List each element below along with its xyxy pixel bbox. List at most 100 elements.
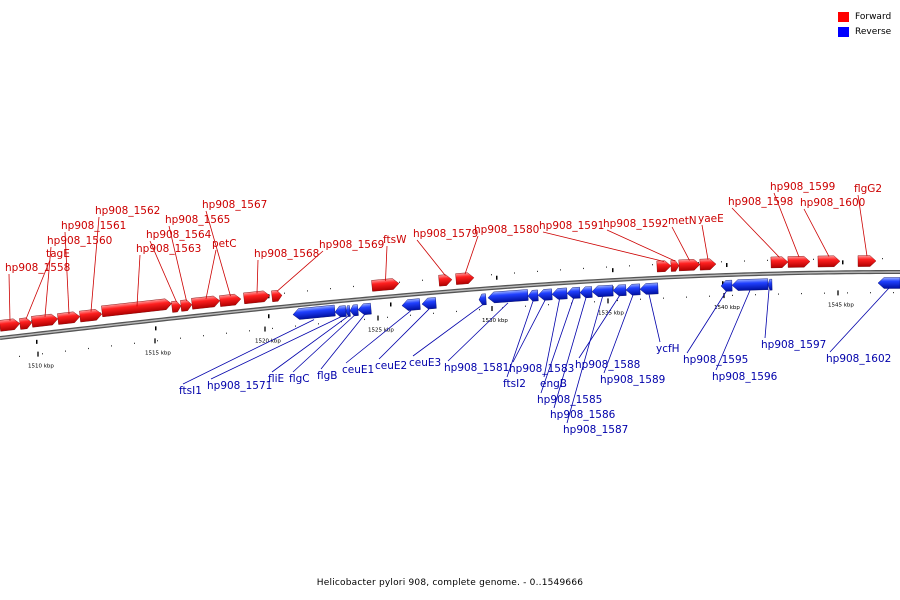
gene-label-hp908_1586: hp908_1586 bbox=[550, 409, 616, 421]
gene-label-hp908_1567: hp908_1567 bbox=[202, 199, 267, 211]
gene-arrow-hp908_1568[interactable] bbox=[243, 290, 271, 305]
minor-tick bbox=[226, 332, 227, 334]
gene-arrow-hp908_1561[interactable] bbox=[57, 311, 81, 325]
minor-tick bbox=[778, 293, 779, 295]
reverse-swatch bbox=[838, 26, 849, 37]
gene-label-hp908_1595: hp908_1595 bbox=[683, 354, 748, 366]
gene-arrow-ceue1[interactable] bbox=[401, 298, 421, 312]
gene-leader-line bbox=[256, 259, 259, 294]
gene-arrow-ftsi2[interactable] bbox=[527, 289, 539, 302]
scale-tick-label: 1540 kbp bbox=[714, 305, 740, 311]
gene-label-ceue3: ceuE3 bbox=[409, 357, 441, 369]
minor-tick bbox=[203, 335, 204, 337]
major-tick bbox=[612, 268, 614, 273]
minor-tick bbox=[732, 294, 733, 297]
gene-arrow-hp908_1581[interactable] bbox=[487, 289, 529, 304]
gene-arrow-petc[interactable] bbox=[191, 295, 221, 310]
gene-arrow-hp908_1585[interactable] bbox=[566, 286, 581, 299]
gene-label-ceue1: ceuE1 bbox=[342, 364, 374, 376]
gene-arrow-metn[interactable] bbox=[678, 259, 701, 272]
gene-arrow-hp908_1562[interactable] bbox=[79, 309, 103, 323]
gene-arrow-hp908_1591[interactable] bbox=[656, 260, 672, 273]
gene-arrow-yaee[interactable] bbox=[699, 258, 717, 271]
gene-arrow-hp908_1587[interactable] bbox=[591, 284, 614, 298]
scale-tick-label: 1525 kbp bbox=[368, 328, 394, 334]
minor-tick bbox=[617, 299, 618, 302]
gene-arrow-ceue2[interactable] bbox=[421, 297, 437, 310]
gene-arrow-flgg2[interactable] bbox=[857, 255, 877, 267]
gene-arrow-flgb[interactable] bbox=[357, 302, 372, 315]
gene-arrow-ceue3[interactable] bbox=[478, 293, 487, 306]
gene-arrow-ycfh[interactable] bbox=[639, 282, 659, 295]
gene-arrow-hp908_1569[interactable] bbox=[271, 290, 283, 303]
scale-tick-label: 1535 kbp bbox=[598, 310, 624, 316]
gene-arrow-hp908_1571[interactable] bbox=[334, 305, 347, 318]
gene-label-hp908_1598: hp908_1598 bbox=[728, 196, 793, 208]
minor-tick bbox=[341, 320, 342, 323]
minor-tick bbox=[410, 314, 411, 316]
major-tick bbox=[496, 275, 498, 280]
gene-leader-line bbox=[25, 259, 51, 320]
gene-label-hp908_1579: hp908_1579 bbox=[413, 228, 478, 240]
gene-features bbox=[0, 255, 900, 332]
gene-arrow-engb[interactable] bbox=[551, 287, 568, 300]
minor-tick bbox=[111, 345, 112, 347]
gene-label-hp908_1580: hp908_1580 bbox=[474, 224, 539, 236]
gene-leader-line bbox=[773, 192, 800, 258]
scale-tick-label: 1515 kbp bbox=[145, 350, 171, 356]
gene-label-hp908_1558: hp908_1558 bbox=[5, 262, 70, 274]
gene-leader-line bbox=[412, 304, 483, 357]
gene-label-hp908_1564: hp908_1564 bbox=[146, 229, 212, 241]
minor-tick bbox=[560, 269, 561, 271]
gene-arrow-flgc[interactable] bbox=[349, 304, 359, 317]
gene-arrow-hp908_1558[interactable] bbox=[0, 318, 21, 332]
gene-label-hp908_1587: hp908_1587 bbox=[563, 424, 628, 436]
gene-leader-line bbox=[44, 246, 52, 317]
gene-arrow-hp908_1597[interactable] bbox=[767, 278, 773, 291]
minor-tick bbox=[514, 272, 515, 274]
gene-arrow-hp908_1602[interactable] bbox=[877, 277, 900, 289]
gene-arrow-hp908_1565[interactable] bbox=[180, 299, 193, 312]
minor-tick bbox=[537, 270, 538, 273]
gene-arrow-hp908_1600[interactable] bbox=[817, 255, 841, 268]
gene-label-ftsi1: ftsI1 bbox=[179, 385, 202, 397]
gene-arrow-hp908_1560[interactable] bbox=[31, 313, 59, 328]
gene-arrow-ftsw[interactable] bbox=[371, 278, 400, 292]
gene-arrow-hp908_1592[interactable] bbox=[670, 260, 680, 272]
gene-label-ceue2: ceuE2 bbox=[375, 360, 407, 372]
gene-label-ftsw: ftsW bbox=[383, 234, 407, 246]
minor-tick bbox=[882, 258, 883, 260]
gene-arrow-hp908_1579[interactable] bbox=[438, 274, 453, 287]
gene-arrow-hp908_1564[interactable] bbox=[171, 300, 182, 313]
gene-leader-line bbox=[385, 245, 388, 281]
minor-tick bbox=[594, 301, 595, 303]
gene-leader-line bbox=[136, 254, 141, 307]
gene-arrow-flie[interactable] bbox=[345, 305, 351, 317]
gene-arrow-hp908_1586[interactable] bbox=[579, 286, 593, 299]
minor-tick bbox=[491, 274, 492, 276]
major-tick bbox=[842, 260, 844, 265]
forward-swatch bbox=[838, 11, 849, 22]
minor-tick bbox=[19, 355, 20, 358]
gene-arrow-hp908_1588[interactable] bbox=[612, 284, 627, 297]
minor-tick bbox=[307, 290, 308, 292]
minor-tick bbox=[640, 298, 641, 300]
gene-label-flie: fliE bbox=[268, 373, 284, 385]
gene-leader-line bbox=[648, 294, 661, 343]
gene-label-hp908_1571: hp908_1571 bbox=[207, 380, 272, 392]
minor-tick bbox=[870, 292, 871, 294]
gene-arrow-tage[interactable] bbox=[19, 317, 33, 330]
gene-label-tage: tagE bbox=[46, 248, 70, 260]
gene-arrow-hp908_1596[interactable] bbox=[731, 278, 769, 291]
gene-arrow-hp908_1567[interactable] bbox=[219, 293, 242, 307]
gene-arrow-hp908_1599[interactable] bbox=[787, 255, 811, 268]
gene-label-hp908_1599: hp908_1599 bbox=[770, 181, 835, 193]
gene-arrow-hp908_1563[interactable] bbox=[101, 298, 172, 318]
gene-arrow-ftsi1[interactable] bbox=[292, 304, 336, 320]
gene-arrow-hp908_1595[interactable] bbox=[720, 279, 733, 292]
gene-arrow-hp908_1598[interactable] bbox=[770, 256, 789, 269]
major-tick bbox=[722, 281, 724, 286]
gene-arrow-hp908_1589[interactable] bbox=[625, 283, 641, 296]
gene-arrow-hp908_1583[interactable] bbox=[537, 288, 553, 301]
